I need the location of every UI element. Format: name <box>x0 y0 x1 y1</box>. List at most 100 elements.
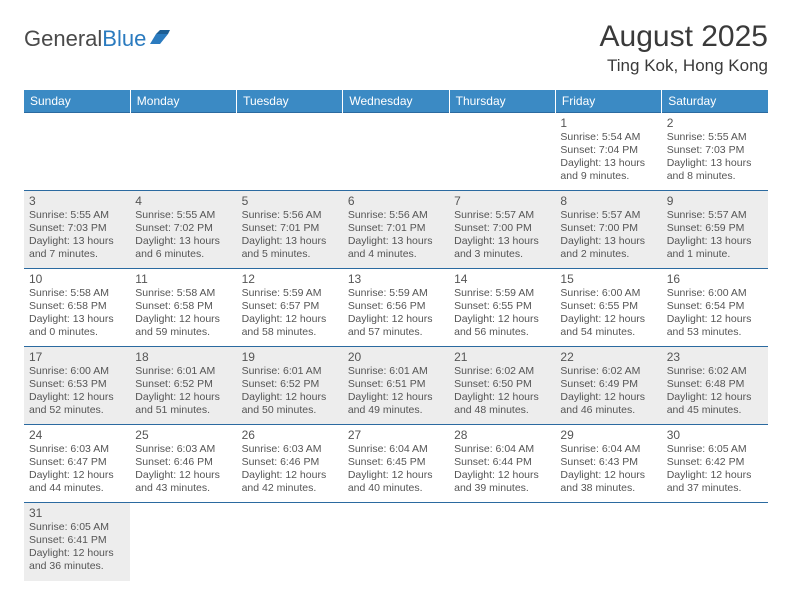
sunrise-text: Sunrise: 6:05 AM <box>667 443 763 456</box>
sunrise-text: Sunrise: 6:04 AM <box>348 443 444 456</box>
day-number: 25 <box>135 428 231 442</box>
calendar-row: 17Sunrise: 6:00 AMSunset: 6:53 PMDayligh… <box>24 347 768 425</box>
location-subtitle: Ting Kok, Hong Kong <box>600 56 768 76</box>
sunrise-text: Sunrise: 6:03 AM <box>242 443 338 456</box>
sunset-text: Sunset: 7:03 PM <box>29 222 125 235</box>
daylight-text: Daylight: 12 hours and 46 minutes. <box>560 391 656 417</box>
day-cell: 3Sunrise: 5:55 AMSunset: 7:03 PMDaylight… <box>24 191 130 269</box>
daylight-text: Daylight: 13 hours and 3 minutes. <box>454 235 550 261</box>
day-cell: 10Sunrise: 5:58 AMSunset: 6:58 PMDayligh… <box>24 269 130 347</box>
daylight-text: Daylight: 12 hours and 39 minutes. <box>454 469 550 495</box>
day-cell: 11Sunrise: 5:58 AMSunset: 6:58 PMDayligh… <box>130 269 236 347</box>
daylight-text: Daylight: 12 hours and 45 minutes. <box>667 391 763 417</box>
day-cell: 22Sunrise: 6:02 AMSunset: 6:49 PMDayligh… <box>555 347 661 425</box>
sunset-text: Sunset: 6:48 PM <box>667 378 763 391</box>
day-cell: 25Sunrise: 6:03 AMSunset: 6:46 PMDayligh… <box>130 425 236 503</box>
day-cell: 6Sunrise: 5:56 AMSunset: 7:01 PMDaylight… <box>343 191 449 269</box>
sunrise-text: Sunrise: 6:02 AM <box>454 365 550 378</box>
sunset-text: Sunset: 6:55 PM <box>454 300 550 313</box>
day-number: 23 <box>667 350 763 364</box>
sunrise-text: Sunrise: 6:02 AM <box>560 365 656 378</box>
day-number: 17 <box>29 350 125 364</box>
daylight-text: Daylight: 12 hours and 51 minutes. <box>135 391 231 417</box>
day-cell: 12Sunrise: 5:59 AMSunset: 6:57 PMDayligh… <box>237 269 343 347</box>
empty-cell <box>130 503 236 581</box>
day-number: 28 <box>454 428 550 442</box>
day-number: 11 <box>135 272 231 286</box>
day-cell: 30Sunrise: 6:05 AMSunset: 6:42 PMDayligh… <box>662 425 768 503</box>
day-cell: 14Sunrise: 5:59 AMSunset: 6:55 PMDayligh… <box>449 269 555 347</box>
day-number: 1 <box>560 116 656 130</box>
sunrise-text: Sunrise: 6:03 AM <box>29 443 125 456</box>
day-number: 29 <box>560 428 656 442</box>
day-cell: 9Sunrise: 5:57 AMSunset: 6:59 PMDaylight… <box>662 191 768 269</box>
sunrise-text: Sunrise: 6:00 AM <box>29 365 125 378</box>
sunrise-text: Sunrise: 5:59 AM <box>242 287 338 300</box>
weekday-header: Wednesday <box>343 90 449 113</box>
empty-cell <box>130 113 236 191</box>
sunset-text: Sunset: 7:01 PM <box>242 222 338 235</box>
daylight-text: Daylight: 12 hours and 56 minutes. <box>454 313 550 339</box>
sunset-text: Sunset: 6:52 PM <box>135 378 231 391</box>
sunset-text: Sunset: 6:55 PM <box>560 300 656 313</box>
day-number: 24 <box>29 428 125 442</box>
sunset-text: Sunset: 6:47 PM <box>29 456 125 469</box>
sunrise-text: Sunrise: 5:57 AM <box>667 209 763 222</box>
sunset-text: Sunset: 6:50 PM <box>454 378 550 391</box>
sunset-text: Sunset: 6:58 PM <box>29 300 125 313</box>
sunrise-text: Sunrise: 5:54 AM <box>560 131 656 144</box>
weekday-header: Tuesday <box>237 90 343 113</box>
daylight-text: Daylight: 12 hours and 57 minutes. <box>348 313 444 339</box>
day-cell: 7Sunrise: 5:57 AMSunset: 7:00 PMDaylight… <box>449 191 555 269</box>
calendar-row: 1Sunrise: 5:54 AMSunset: 7:04 PMDaylight… <box>24 113 768 191</box>
day-cell: 27Sunrise: 6:04 AMSunset: 6:45 PMDayligh… <box>343 425 449 503</box>
daylight-text: Daylight: 12 hours and 50 minutes. <box>242 391 338 417</box>
daylight-text: Daylight: 13 hours and 8 minutes. <box>667 157 763 183</box>
daylight-text: Daylight: 12 hours and 38 minutes. <box>560 469 656 495</box>
day-cell: 17Sunrise: 6:00 AMSunset: 6:53 PMDayligh… <box>24 347 130 425</box>
daylight-text: Daylight: 13 hours and 9 minutes. <box>560 157 656 183</box>
sunrise-text: Sunrise: 5:55 AM <box>29 209 125 222</box>
daylight-text: Daylight: 13 hours and 1 minute. <box>667 235 763 261</box>
sunset-text: Sunset: 6:43 PM <box>560 456 656 469</box>
sunset-text: Sunset: 7:04 PM <box>560 144 656 157</box>
daylight-text: Daylight: 12 hours and 52 minutes. <box>29 391 125 417</box>
calendar-row: 24Sunrise: 6:03 AMSunset: 6:47 PMDayligh… <box>24 425 768 503</box>
sunset-text: Sunset: 6:49 PM <box>560 378 656 391</box>
day-cell: 15Sunrise: 6:00 AMSunset: 6:55 PMDayligh… <box>555 269 661 347</box>
sunset-text: Sunset: 6:54 PM <box>667 300 763 313</box>
sunrise-text: Sunrise: 5:59 AM <box>348 287 444 300</box>
day-number: 13 <box>348 272 444 286</box>
daylight-text: Daylight: 13 hours and 4 minutes. <box>348 235 444 261</box>
day-number: 27 <box>348 428 444 442</box>
daylight-text: Daylight: 12 hours and 59 minutes. <box>135 313 231 339</box>
day-cell: 8Sunrise: 5:57 AMSunset: 7:00 PMDaylight… <box>555 191 661 269</box>
daylight-text: Daylight: 12 hours and 40 minutes. <box>348 469 444 495</box>
day-cell: 29Sunrise: 6:04 AMSunset: 6:43 PMDayligh… <box>555 425 661 503</box>
day-number: 26 <box>242 428 338 442</box>
day-number: 21 <box>454 350 550 364</box>
day-number: 9 <box>667 194 763 208</box>
sunrise-text: Sunrise: 6:00 AM <box>560 287 656 300</box>
sunset-text: Sunset: 6:52 PM <box>242 378 338 391</box>
brand-part1: General <box>24 26 102 52</box>
daylight-text: Daylight: 13 hours and 0 minutes. <box>29 313 125 339</box>
day-cell: 26Sunrise: 6:03 AMSunset: 6:46 PMDayligh… <box>237 425 343 503</box>
day-cell: 16Sunrise: 6:00 AMSunset: 6:54 PMDayligh… <box>662 269 768 347</box>
sunset-text: Sunset: 6:58 PM <box>135 300 231 313</box>
daylight-text: Daylight: 13 hours and 7 minutes. <box>29 235 125 261</box>
sunset-text: Sunset: 6:59 PM <box>667 222 763 235</box>
day-number: 18 <box>135 350 231 364</box>
day-cell: 13Sunrise: 5:59 AMSunset: 6:56 PMDayligh… <box>343 269 449 347</box>
brand-logo: GeneralBlue <box>24 26 174 52</box>
day-number: 10 <box>29 272 125 286</box>
daylight-text: Daylight: 13 hours and 6 minutes. <box>135 235 231 261</box>
day-number: 14 <box>454 272 550 286</box>
empty-cell <box>449 113 555 191</box>
daylight-text: Daylight: 12 hours and 54 minutes. <box>560 313 656 339</box>
sunset-text: Sunset: 6:44 PM <box>454 456 550 469</box>
daylight-text: Daylight: 13 hours and 5 minutes. <box>242 235 338 261</box>
day-cell: 19Sunrise: 6:01 AMSunset: 6:52 PMDayligh… <box>237 347 343 425</box>
sunset-text: Sunset: 6:46 PM <box>135 456 231 469</box>
sunset-text: Sunset: 6:45 PM <box>348 456 444 469</box>
